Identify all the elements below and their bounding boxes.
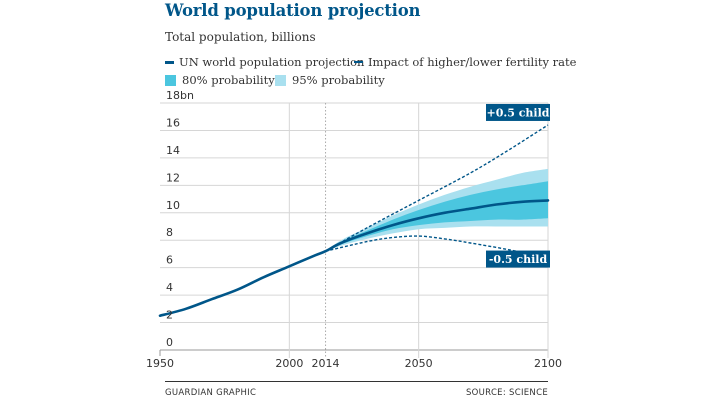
legend-label-80-probability: 80% probability bbox=[182, 73, 275, 87]
footer-credit: GUARDIAN GRAPHIC bbox=[165, 388, 257, 398]
legend-item-fertility: Impact of higher/lower fertility rate bbox=[354, 55, 576, 69]
y-tick-label: 16 bbox=[166, 116, 180, 129]
x-tick-label: 1950 bbox=[146, 357, 174, 370]
y-tick-label: 0 bbox=[166, 336, 173, 349]
probability-bands bbox=[325, 168, 548, 252]
series-lines bbox=[158, 124, 550, 317]
legend-item-80-probability: 80% probability bbox=[165, 73, 275, 87]
y-tick-label: 10 bbox=[166, 199, 180, 212]
legend-item-un-projection: UN world population projection bbox=[165, 55, 364, 69]
y-tick-label: 12 bbox=[166, 171, 180, 184]
x-tick-label: 2100 bbox=[534, 357, 562, 370]
legend-label-fertility: Impact of higher/lower fertility rate bbox=[368, 55, 577, 69]
legend-label-95-probability: 95% probability bbox=[292, 73, 385, 87]
minus-half-child-label: -0.5 child bbox=[489, 253, 548, 266]
footer-divider bbox=[165, 381, 548, 382]
scenario-callouts: +0.5 child -0.5 child bbox=[486, 103, 550, 268]
y-tick-label: 18bn bbox=[166, 89, 194, 102]
legend-item-95-probability: 95% probability bbox=[275, 73, 385, 87]
un-projection-line bbox=[158, 199, 550, 317]
grid-lines bbox=[159, 102, 549, 358]
x-axis: 1950 2000 2014 2050 2100 bbox=[146, 357, 562, 370]
y-tick-label: 6 bbox=[166, 254, 173, 267]
legend-swatch-95 bbox=[275, 74, 286, 86]
minus-half-child-line bbox=[325, 235, 549, 259]
y-axis: 0 2 4 6 8 10 12 14 16 18bn bbox=[166, 89, 194, 349]
x-tick-label: 2000 bbox=[275, 357, 303, 370]
band-80-probability bbox=[325, 181, 548, 252]
y-tick-label: 8 bbox=[166, 226, 173, 239]
legend-label-un-projection: UN world population projection bbox=[179, 55, 365, 69]
y-tick-label: 14 bbox=[166, 144, 180, 157]
plus-half-child-line bbox=[325, 124, 549, 252]
legend-swatch-80 bbox=[165, 74, 176, 86]
y-tick-label: 2 bbox=[166, 309, 173, 322]
x-tick-label: 2014 bbox=[312, 357, 340, 370]
x-tick-label: 2050 bbox=[405, 357, 433, 370]
y-tick-label: 4 bbox=[166, 281, 173, 294]
minus-half-child-callout bbox=[486, 250, 550, 268]
footer-source: SOURCE: SCIENCE bbox=[465, 388, 548, 398]
legend-swatch-solid-line bbox=[165, 60, 174, 64]
legend-swatch-dashed-line bbox=[354, 61, 363, 63]
chart-title: World population projection bbox=[165, 1, 421, 20]
chart-subtitle: Total population, billions bbox=[165, 30, 316, 44]
plus-half-child-callout bbox=[486, 103, 550, 121]
plus-half-child-label: +0.5 child bbox=[487, 106, 550, 119]
